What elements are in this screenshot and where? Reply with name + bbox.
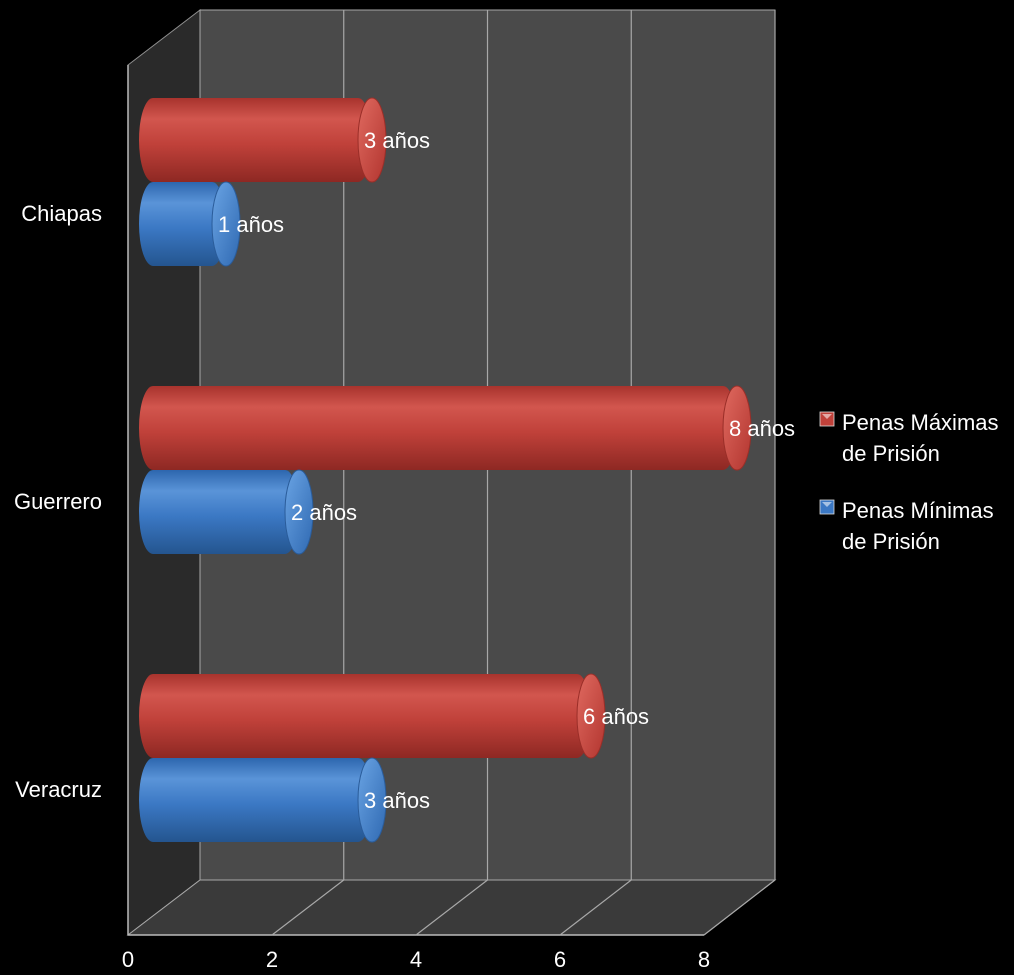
gridline bbox=[271, 879, 345, 936]
legend-item: Penas Mínimas de Prisión bbox=[819, 498, 994, 554]
bar-body bbox=[139, 98, 372, 182]
legend-label: Penas Máximas bbox=[842, 410, 999, 435]
bar-cap bbox=[211, 181, 241, 267]
x-tick-label: 2 bbox=[266, 947, 278, 972]
bar-cap bbox=[576, 673, 606, 759]
x-tick-label: 0 bbox=[122, 947, 134, 972]
x-tick-label: 6 bbox=[554, 947, 566, 972]
bar-body bbox=[139, 182, 226, 266]
data-label: 3 años bbox=[364, 788, 430, 813]
bar bbox=[139, 469, 314, 555]
gridline bbox=[415, 879, 488, 936]
gridline bbox=[559, 879, 632, 936]
legend-label: Penas Mínimas bbox=[842, 498, 994, 523]
legend-swatch-icon bbox=[822, 502, 832, 507]
bar-body bbox=[139, 674, 591, 758]
bar bbox=[139, 181, 241, 267]
legend: Penas Máximas de Prisión Penas Mínimas de P… bbox=[819, 410, 999, 554]
bar-body bbox=[139, 470, 299, 554]
legend-swatch-icon bbox=[822, 414, 832, 419]
bar bbox=[139, 673, 606, 759]
category-label: Veracruz bbox=[15, 777, 102, 802]
x-tick-label: 4 bbox=[410, 947, 422, 972]
gridline bbox=[703, 879, 776, 936]
data-label: 2 años bbox=[291, 500, 357, 525]
bar bbox=[139, 385, 752, 471]
data-label: 1 años bbox=[218, 212, 284, 237]
bar bbox=[139, 757, 387, 843]
data-label: 6 años bbox=[583, 704, 649, 729]
bar-body bbox=[139, 386, 737, 470]
category-labels: Chiapas Guerrero Veracruz bbox=[14, 201, 102, 802]
x-tick-labels: 0 2 4 6 8 bbox=[122, 947, 710, 972]
bars bbox=[139, 97, 752, 843]
legend-label: de Prisión bbox=[842, 441, 940, 466]
category-label: Guerrero bbox=[14, 489, 102, 514]
legend-label: de Prisión bbox=[842, 529, 940, 554]
x-tick-label: 8 bbox=[698, 947, 710, 972]
category-label: Chiapas bbox=[21, 201, 102, 226]
bar-body bbox=[139, 758, 372, 842]
bar-cap bbox=[357, 757, 387, 843]
bar bbox=[139, 97, 387, 183]
bar-cap bbox=[722, 385, 752, 471]
bar-cap bbox=[357, 97, 387, 183]
data-label: 8 años bbox=[729, 416, 795, 441]
data-label: 3 años bbox=[364, 128, 430, 153]
data-labels: 3 años 1 años 8 años 2 años 6 años 3 años bbox=[218, 128, 795, 813]
legend-item: Penas Máximas de Prisión bbox=[819, 410, 999, 466]
bar-cap bbox=[284, 469, 314, 555]
